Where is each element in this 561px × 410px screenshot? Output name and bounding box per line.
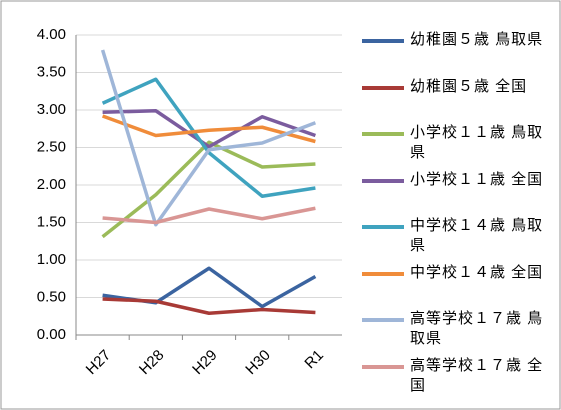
legend-label: 小学校１１歳 全国 bbox=[410, 170, 544, 188]
legend-swatch bbox=[362, 364, 404, 369]
legend-label: 中学校１４歳 鳥取県 bbox=[410, 217, 544, 254]
legend-swatch bbox=[362, 85, 404, 90]
legend-label: 高等学校１７歳 鳥取県 bbox=[410, 310, 544, 347]
y-tick-label: 1.00 bbox=[37, 251, 66, 268]
legend-label: 幼稚園５歳 鳥取県 bbox=[410, 31, 544, 48]
y-tick-label: 3.50 bbox=[37, 63, 66, 80]
legend-swatch bbox=[362, 318, 404, 322]
series-line bbox=[102, 109, 316, 149]
legend-swatch bbox=[362, 178, 404, 183]
y-tick-label: 3.00 bbox=[37, 101, 66, 118]
legend-swatch bbox=[362, 271, 404, 276]
y-tick-label: 2.00 bbox=[37, 176, 66, 193]
series-line bbox=[101, 114, 316, 144]
y-tick-label: 0.00 bbox=[37, 326, 66, 343]
y-tick-label: 0.50 bbox=[37, 288, 66, 305]
legend-label: 小学校１１歳 鳥取県 bbox=[410, 124, 544, 161]
legend-label: 幼稚園５歳 全国 bbox=[410, 77, 528, 95]
legend-label: 高等学校１７歳 全国 bbox=[410, 356, 544, 394]
y-tick-label: 2.50 bbox=[37, 138, 66, 155]
legend-swatch bbox=[362, 225, 404, 229]
series-line bbox=[100, 49, 317, 227]
legend-label: 中学校１４歳 全国 bbox=[410, 263, 544, 281]
series-line bbox=[101, 140, 316, 239]
series-line bbox=[102, 297, 316, 315]
y-tick-label: 4.00 bbox=[37, 26, 66, 43]
legend-swatch bbox=[362, 132, 404, 136]
series-line bbox=[102, 206, 316, 225]
y-tick-label: 1.50 bbox=[37, 213, 66, 230]
legend-swatch bbox=[362, 39, 404, 43]
